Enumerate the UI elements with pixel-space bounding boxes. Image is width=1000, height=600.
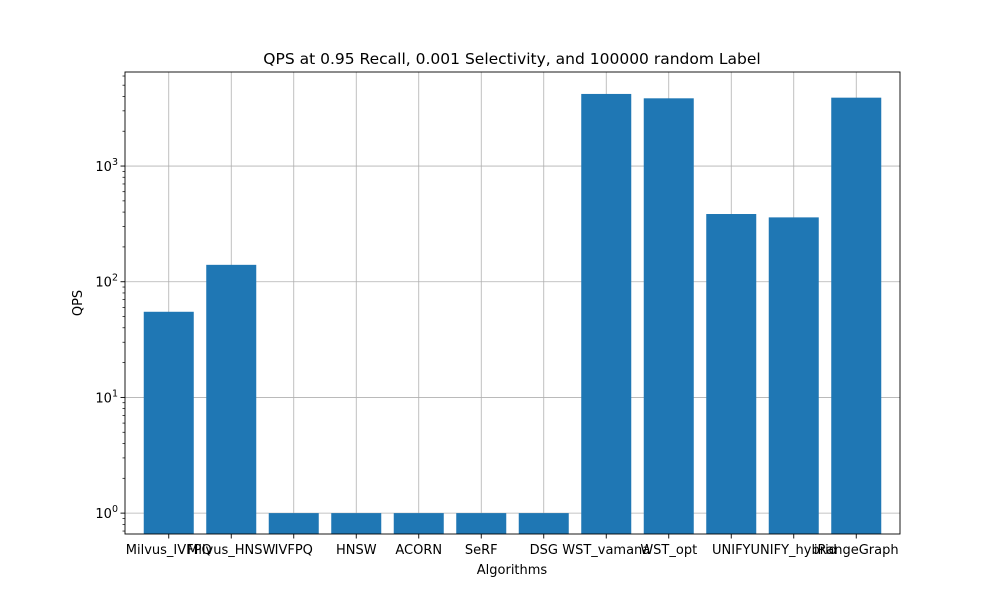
bar (643, 98, 694, 535)
x-tick-label: DSG (530, 543, 558, 558)
x-tick-label: UNIFY (712, 543, 751, 558)
y-tick-label: 101 (95, 388, 118, 406)
bar (581, 93, 632, 535)
x-tick-label: WST_vamana (562, 543, 650, 558)
x-tick-label: ACORN (395, 543, 442, 558)
y-tick-label: 103 (95, 157, 118, 175)
plot-frame (124, 71, 901, 535)
x-axis-label: Algorithms (477, 563, 548, 578)
bar (393, 513, 444, 534)
axes (124, 71, 901, 535)
bar (518, 513, 569, 534)
bar (206, 264, 257, 534)
bar (706, 214, 757, 535)
y-ticks: 100 101 102 103 (95, 75, 125, 532)
y-tick-label: 102 (95, 273, 118, 291)
bar (456, 513, 507, 534)
x-tick-label: iRangeGraph (814, 543, 899, 558)
bar (268, 513, 319, 534)
chart-title: QPS at 0.95 Recall, 0.001 Selectivity, a… (263, 50, 760, 68)
x-tick-label: UNIFY_hybrid (751, 543, 837, 558)
bar (768, 217, 819, 534)
x-tick-label: WST_opt (640, 543, 697, 558)
bar (831, 97, 882, 534)
x-tick-label: IVFPQ (275, 543, 313, 558)
x-tick-label: SeRF (465, 543, 498, 558)
y-axis-label: QPS (71, 290, 86, 316)
bar (331, 513, 382, 534)
x-tick-label: HNSW (336, 543, 377, 558)
x-tick-label: Milvus_IVFPQ (126, 543, 212, 558)
bars (143, 93, 882, 535)
y-tick-label: 100 (95, 504, 118, 522)
x-tick-label: Milvus_HNSW (187, 543, 275, 558)
bar (143, 311, 194, 534)
